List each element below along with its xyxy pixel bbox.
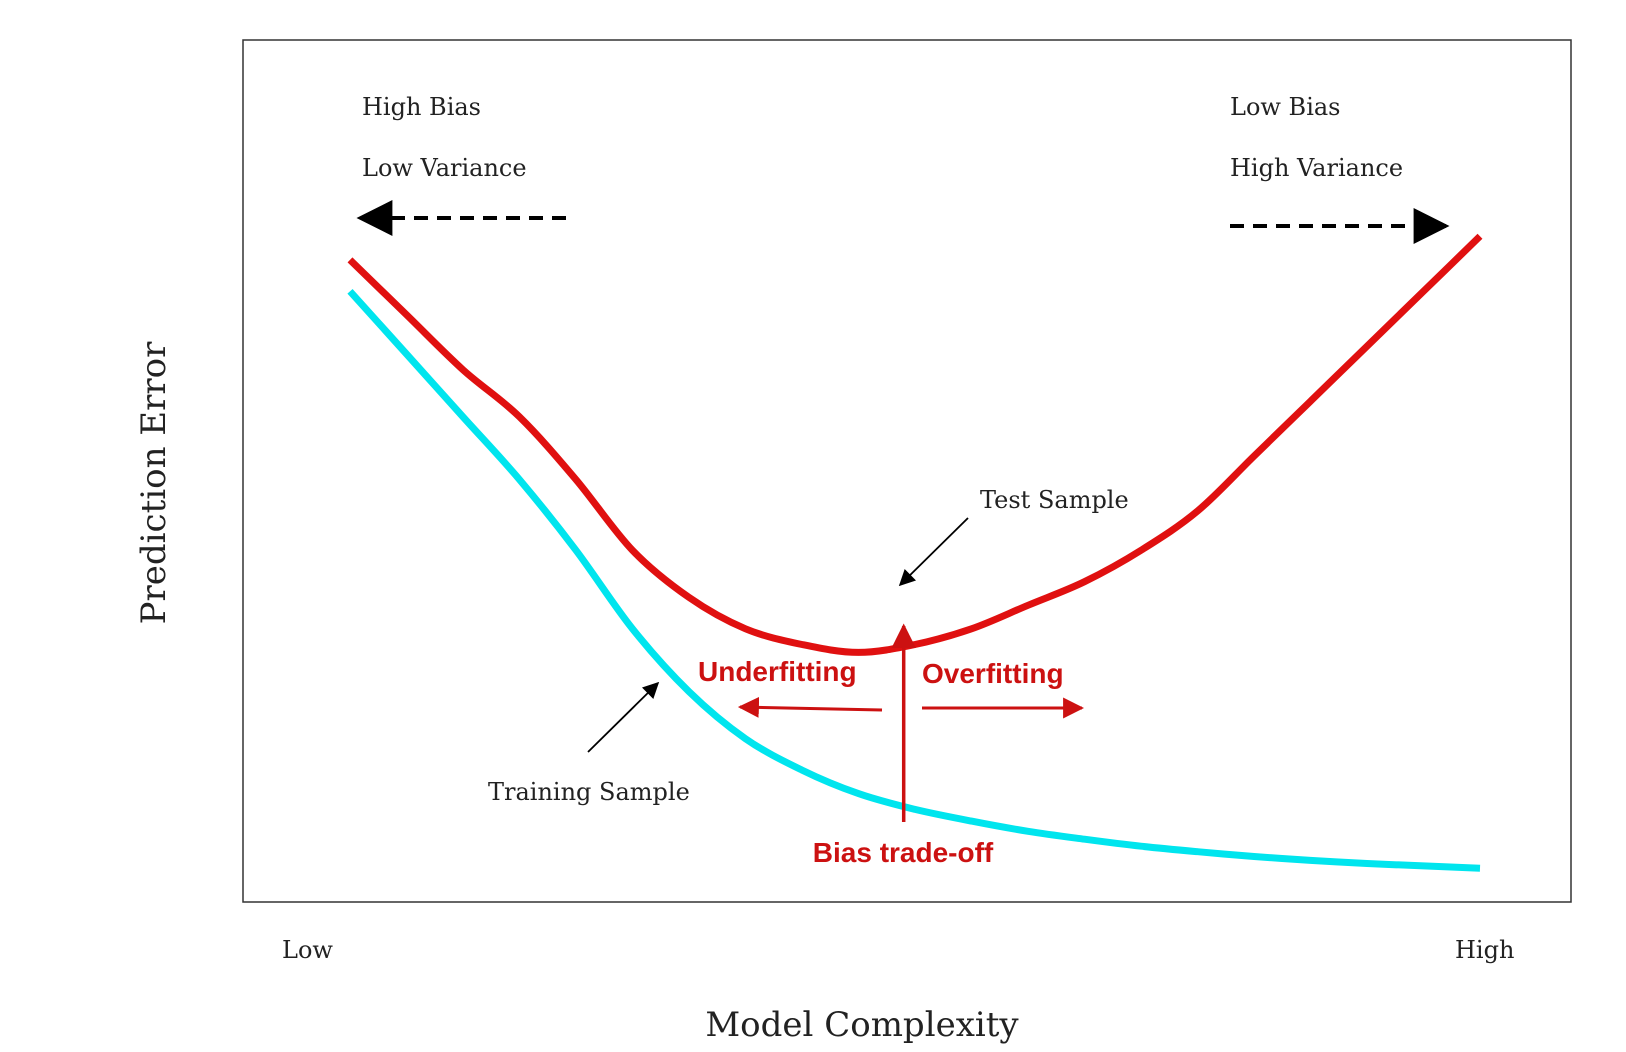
- x-axis-label: Model Complexity: [705, 1005, 1019, 1045]
- low-bias-label: Low Bias: [1230, 93, 1341, 121]
- high-bias-label: High Bias: [362, 93, 481, 121]
- overfitting-label: Overfitting: [922, 658, 1064, 689]
- series-line-training-sample: [347, 288, 1481, 872]
- low-variance-label: Low Variance: [362, 154, 527, 182]
- underfitting-label: Underfitting: [698, 656, 857, 687]
- y-axis-label: Prediction Error: [134, 341, 174, 624]
- test-sample-label: Test Sample: [980, 486, 1129, 514]
- training-sample-pointer: [587, 681, 660, 753]
- series-layer: [347, 233, 1483, 872]
- high-variance-label: High Variance: [1230, 154, 1403, 182]
- test-sample-pointer: [898, 517, 969, 587]
- x-tick-low: Low: [282, 936, 333, 964]
- underfitting-arrow: [737, 696, 883, 718]
- tradeoff-group: Underfitting Overfitting Bias trade-off: [698, 623, 1085, 868]
- x-tick-high: High: [1455, 936, 1514, 964]
- bias-tradeoff-label: Bias trade-off: [813, 837, 994, 868]
- training-sample-label: Training Sample: [488, 778, 690, 806]
- plot-frame: [242, 39, 1572, 903]
- series-line-test-sample: [347, 233, 1483, 656]
